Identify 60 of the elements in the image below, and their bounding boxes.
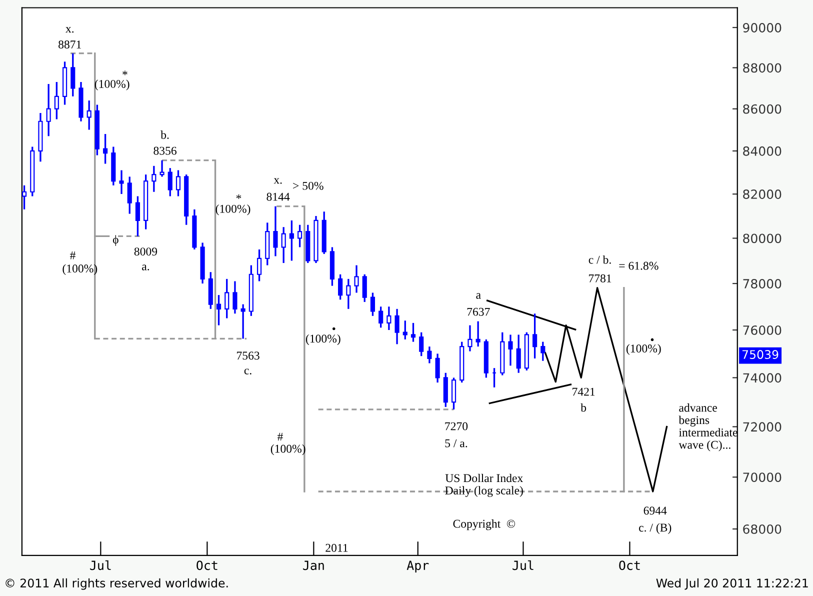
annotation: Copyright © <box>453 519 516 530</box>
annotation: (100%) <box>216 204 250 216</box>
annotation: (100%) <box>306 334 340 346</box>
annotation: (100%) <box>270 444 306 456</box>
text: Wed Jul 20 2011 11:22:21 <box>656 578 808 590</box>
annotation: c / b. <box>588 255 611 264</box>
y-tick-label: 90000 <box>743 22 782 32</box>
annotation: 7270 <box>445 422 468 430</box>
annotation: 7421 <box>572 388 595 396</box>
annotation: US Dollar Index Daily (log scale) <box>445 474 523 497</box>
annotation: • <box>332 327 336 330</box>
annotation: x. <box>274 178 282 184</box>
text: 75039 <box>742 350 778 359</box>
annotation: > 50% <box>293 182 324 190</box>
annotation: b. <box>160 130 169 139</box>
annotation: (100%) <box>626 344 661 355</box>
annotation: (100%) <box>94 80 130 90</box>
annotation: 7781 <box>589 274 612 282</box>
y-tick-label: 78000 <box>743 278 782 288</box>
annotation: = 61.8% <box>619 262 658 270</box>
x-tick-label: Apr <box>406 560 429 572</box>
x-tick-label: Oct <box>619 560 640 570</box>
annotation: 6944 <box>644 506 667 515</box>
annotation: 7563 <box>237 352 260 360</box>
annotation: 5 / a. <box>445 439 468 448</box>
y-tick-label: 88000 <box>743 63 782 73</box>
y-tick-label: 80000 <box>743 234 782 244</box>
y-tick-label: 70000 <box>743 472 782 482</box>
annotation: • <box>650 338 654 342</box>
annotation: 8144 <box>266 192 290 201</box>
annotation: c. <box>244 368 252 374</box>
annotation: * <box>122 70 128 76</box>
annotation: 2011 <box>326 544 348 552</box>
annotation: ϕ <box>112 235 118 246</box>
annotation: * <box>236 194 242 199</box>
y-tick-label: 74000 <box>743 373 782 383</box>
y-tick-label: 72000 <box>743 422 782 432</box>
annotation: 7637 <box>467 308 490 316</box>
x-tick-label: Jan <box>303 560 324 570</box>
x-tick-label: Jul <box>90 560 111 570</box>
annotation: 8009 <box>134 248 158 256</box>
annotation: advance begins intermediate wave (C)... <box>678 403 738 452</box>
text: © 2011 All rights reserved worldwide. <box>6 578 228 590</box>
annotation: # <box>70 252 76 260</box>
annotation: 8356 <box>154 146 176 155</box>
y-tick-label: 68000 <box>743 524 782 534</box>
y-tick-label: 84000 <box>743 146 782 156</box>
annotation: a <box>476 293 481 299</box>
annotation: (100%) <box>62 264 98 275</box>
annotation: b <box>580 403 586 412</box>
y-tick-label: 86000 <box>743 104 782 114</box>
annotation: a. <box>142 264 150 270</box>
annotation: x. <box>66 27 74 33</box>
y-tick-label: 76000 <box>743 325 782 335</box>
x-tick-label: Oct <box>196 560 218 570</box>
y-tick-label: 82000 <box>743 190 782 199</box>
x-tick-label: Jul <box>512 560 534 570</box>
annotation: # <box>277 432 283 441</box>
annotation: c. / (B) <box>639 523 672 534</box>
annotation: 8871 <box>58 40 81 48</box>
